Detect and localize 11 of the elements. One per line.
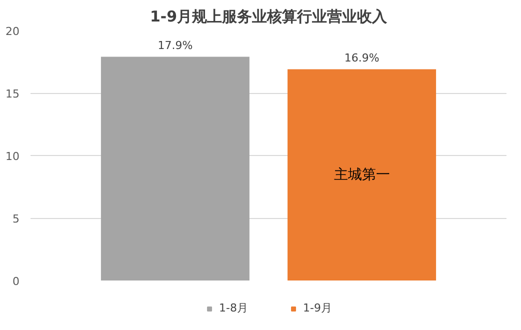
y-tick-label: 0 xyxy=(12,275,20,288)
chart-title: 1-9月规上服务业核算行业营业收入 xyxy=(150,8,388,26)
legend-label: 1-9月 xyxy=(303,300,332,316)
y-tick-label: 10 xyxy=(6,150,20,163)
annotation: 主城第一 xyxy=(334,166,390,183)
y-tick-label: 15 xyxy=(6,88,20,100)
y-tick-label: 5 xyxy=(12,212,20,226)
y-tick-label: 20 xyxy=(6,25,20,38)
data-label: 17.9% xyxy=(158,38,193,52)
data-label: 16.9% xyxy=(344,51,380,64)
legend-label: 1-8月 xyxy=(219,300,248,316)
